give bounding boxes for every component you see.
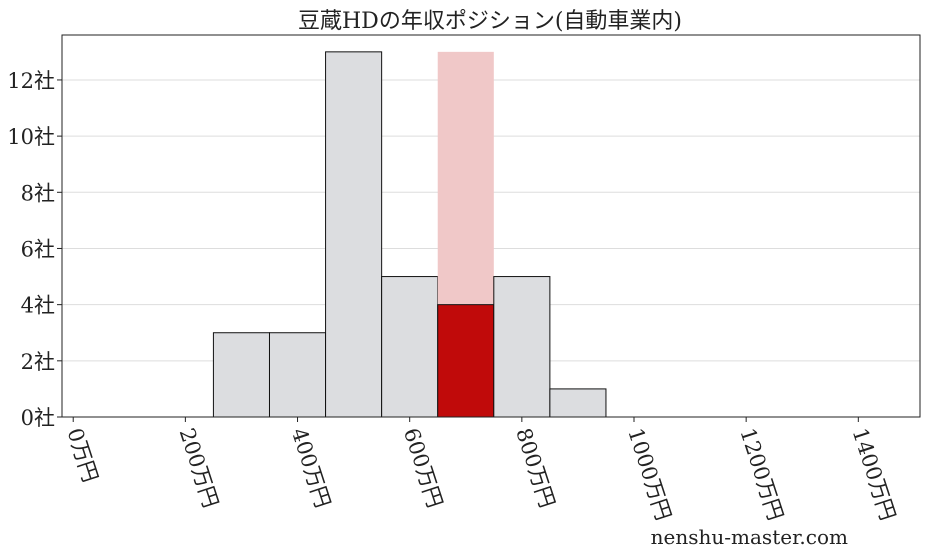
y-tick-label: 2社 xyxy=(21,350,55,374)
bar xyxy=(268,332,327,418)
bar xyxy=(212,332,270,418)
x-tick-label: 1000万円 xyxy=(623,425,675,523)
plot-frame xyxy=(61,34,921,418)
x-tick-label: 200万円 xyxy=(175,425,223,510)
x-tick-label: 400万円 xyxy=(287,425,335,510)
x-tick-label: 0万円 xyxy=(62,425,102,485)
x-tick-label: 600万円 xyxy=(399,425,447,510)
highlight-bar xyxy=(437,304,495,418)
y-tick-label: 10社 xyxy=(7,125,55,149)
y-tick-label: 0社 xyxy=(21,406,55,430)
y-tick-label: 6社 xyxy=(21,237,55,261)
y-tick-label: 4社 xyxy=(21,294,55,318)
x-tick-label: 1200万円 xyxy=(735,425,787,523)
bar xyxy=(549,388,607,418)
bar xyxy=(381,276,439,418)
x-tick-label: 1400万円 xyxy=(848,425,900,523)
x-tick-label: 800万円 xyxy=(511,425,559,510)
y-tick-label: 12社 xyxy=(7,69,55,93)
y-tick-label: 8社 xyxy=(21,181,55,205)
chart-title: 豆蔵HDの年収ポジション(自動車業内) xyxy=(298,9,682,34)
watermark: nenshu-master.com xyxy=(651,525,848,549)
bar xyxy=(493,276,551,418)
bar xyxy=(325,51,383,418)
